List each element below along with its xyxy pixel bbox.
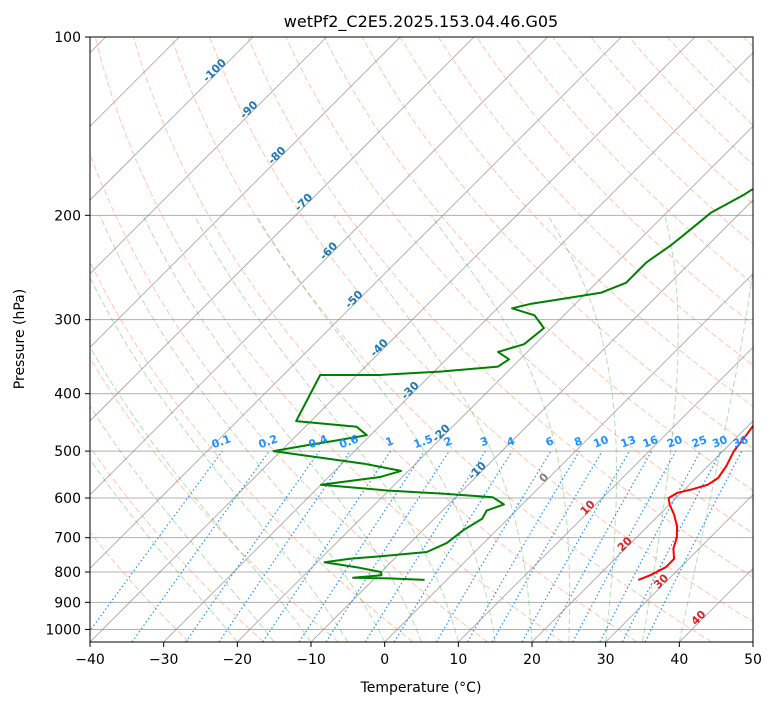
x-tick-label: 40 [670, 652, 688, 668]
x-tick-label: −10 [296, 652, 326, 668]
y-tick-label: 100 [54, 30, 81, 46]
x-tick-label: 10 [449, 652, 467, 668]
x-axis-label: Temperature (°C) [360, 680, 482, 696]
x-tick-label: −40 [75, 652, 105, 668]
y-axis-label: Pressure (hPa) [12, 289, 28, 389]
x-tick-label: 20 [523, 652, 541, 668]
y-tick-label: 600 [54, 491, 81, 507]
y-tick-label: 700 [54, 531, 81, 547]
y-tick-label: 900 [54, 595, 81, 611]
x-tick-label: 30 [597, 652, 615, 668]
chart-title: wetPf2_C2E5.2025.153.04.46.G05 [284, 12, 558, 32]
x-tick-label: 0 [380, 652, 389, 668]
y-tick-label: 1000 [45, 622, 81, 638]
y-tick-label: 300 [54, 313, 81, 329]
y-tick-label: 200 [54, 208, 81, 224]
x-tick-label: 50 [744, 652, 762, 668]
y-tick-label: 500 [54, 444, 81, 460]
x-tick-label: −20 [223, 652, 253, 668]
x-tick-label: −30 [149, 652, 179, 668]
y-tick-label: 400 [54, 387, 81, 403]
y-tick-label: 800 [54, 565, 81, 581]
